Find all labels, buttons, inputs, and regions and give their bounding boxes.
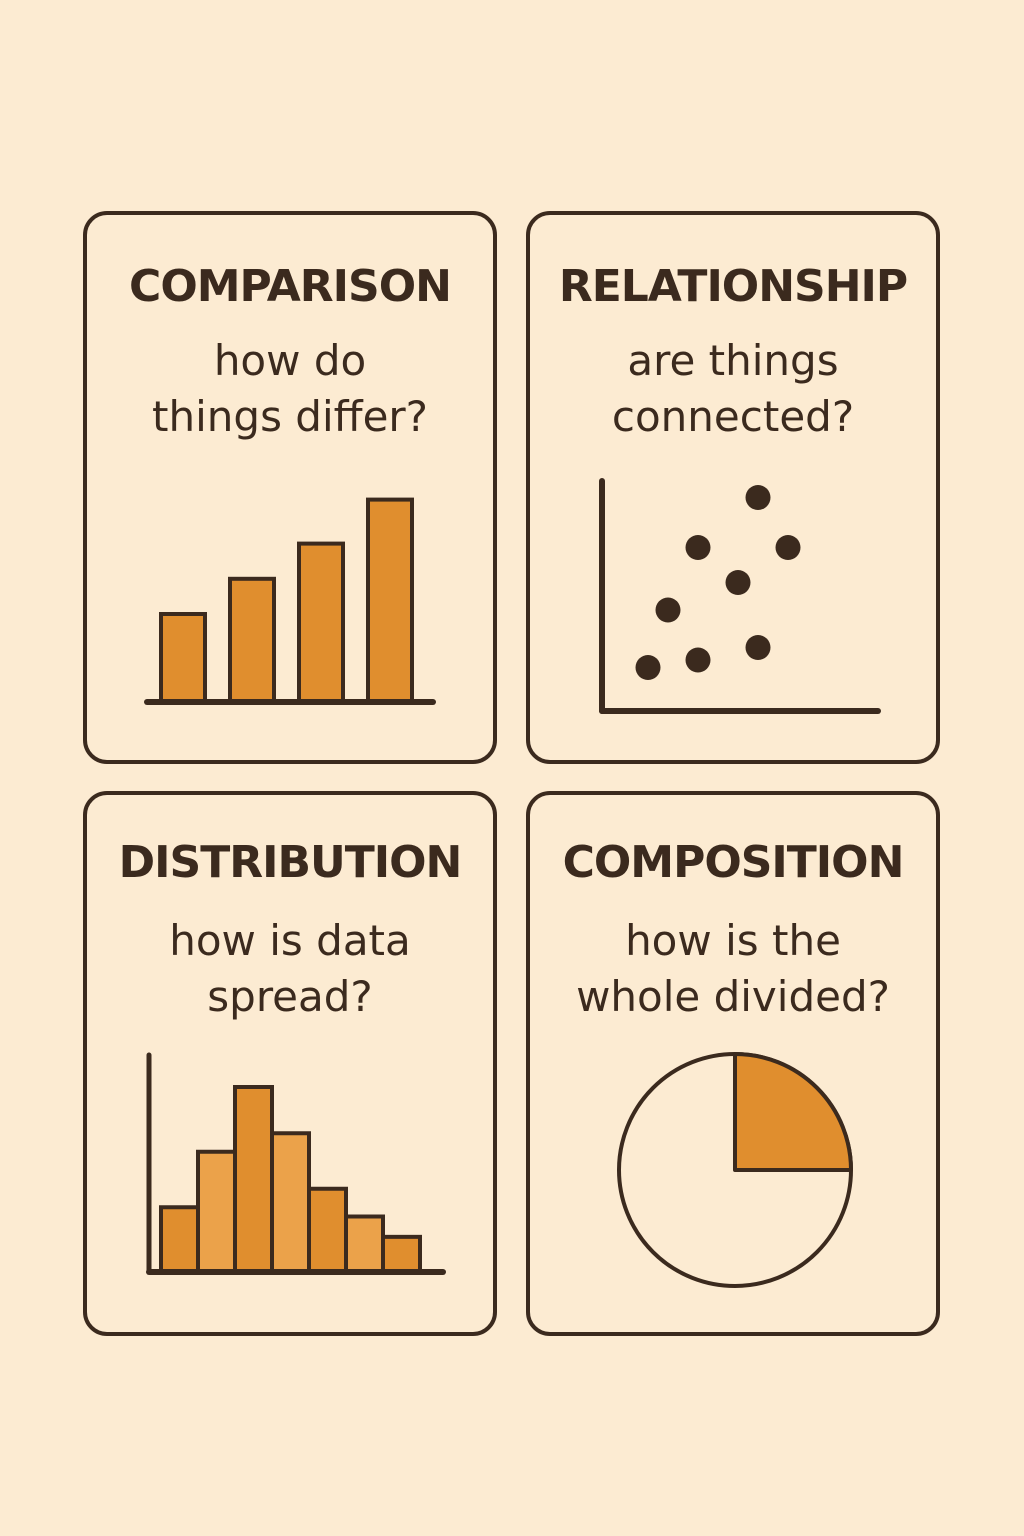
card-title: RELATIONSHIP bbox=[558, 261, 908, 312]
histogram-bar-4 bbox=[270, 1131, 311, 1274]
question-line: spread? bbox=[207, 972, 373, 1021]
scatter-point-7 bbox=[745, 485, 771, 510]
histogram-bar-5 bbox=[307, 1186, 348, 1274]
question-line: connected? bbox=[611, 392, 855, 441]
histogram-bar-3 bbox=[233, 1085, 274, 1274]
scatter-point-6 bbox=[745, 635, 771, 660]
scatter-point-4 bbox=[685, 535, 711, 560]
card-title: COMPOSITION bbox=[562, 837, 905, 888]
question-line: how is data bbox=[169, 916, 411, 965]
pie-slice-1 bbox=[733, 1052, 853, 1172]
bar-4 bbox=[366, 497, 414, 704]
scatter-point-2 bbox=[655, 597, 681, 623]
question-line: how is the bbox=[625, 916, 841, 965]
scatter-point-1 bbox=[635, 655, 661, 680]
question-line: how do bbox=[213, 336, 367, 385]
scatter-point-8 bbox=[775, 535, 801, 560]
histogram-bar-6 bbox=[344, 1214, 385, 1274]
bar-chart-icon bbox=[144, 497, 436, 705]
card-question: how do things differ? bbox=[87, 333, 493, 445]
histogram-icon bbox=[146, 1052, 446, 1275]
comparison-card: COMPARISON how do things differ? bbox=[83, 211, 497, 764]
pie-chart-icon bbox=[617, 1052, 853, 1288]
relationship-card: RELATIONSHIP are things connected? bbox=[526, 211, 940, 764]
distribution-card: DISTRIBUTION how is data spread? bbox=[83, 791, 497, 1336]
card-title: DISTRIBUTION bbox=[118, 837, 463, 888]
scatter-point-3 bbox=[685, 647, 711, 673]
scatter-plot-icon bbox=[599, 478, 881, 714]
histogram-bar-1 bbox=[159, 1205, 200, 1274]
card-title: COMPARISON bbox=[129, 261, 452, 312]
card-question: how is data spread? bbox=[87, 913, 493, 1025]
bar-3 bbox=[297, 541, 345, 704]
card-question: how is the whole divided? bbox=[530, 913, 936, 1025]
histogram-bar-2 bbox=[196, 1149, 237, 1274]
histogram-bar-7 bbox=[381, 1234, 422, 1275]
composition-card: COMPOSITION how is the whole divided? bbox=[526, 791, 940, 1336]
card-question: are things connected? bbox=[530, 333, 936, 445]
question-line: things differ? bbox=[152, 392, 428, 441]
question-line: whole divided? bbox=[576, 972, 890, 1021]
bar-2 bbox=[228, 576, 276, 704]
scatter-point-5 bbox=[725, 570, 751, 595]
bar-1 bbox=[159, 612, 207, 704]
question-line: are things bbox=[627, 336, 839, 385]
